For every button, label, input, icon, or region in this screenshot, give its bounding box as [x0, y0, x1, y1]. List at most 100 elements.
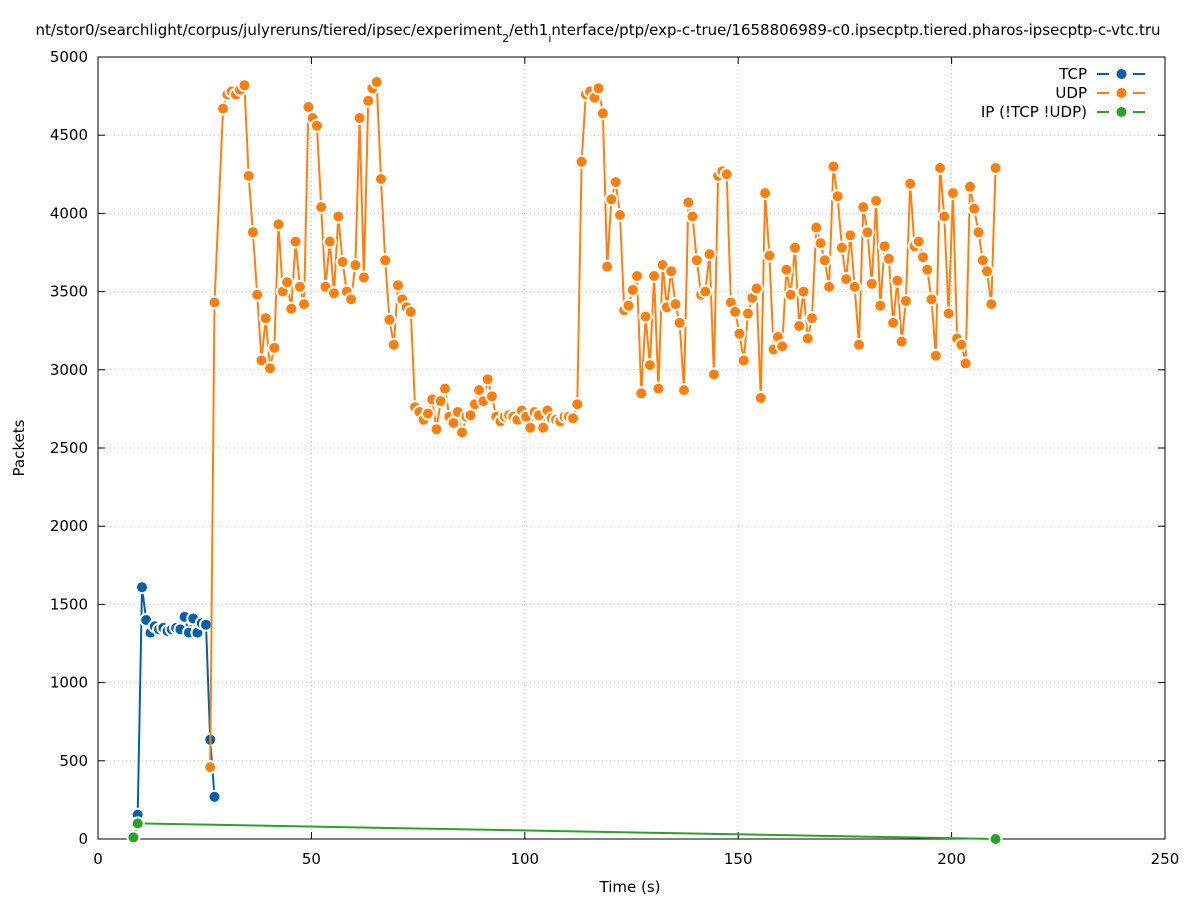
data-point [465, 410, 476, 421]
data-point [777, 341, 788, 352]
data-point [363, 95, 374, 106]
data-point [286, 303, 297, 314]
data-point [282, 277, 293, 288]
data-point [939, 211, 950, 222]
data-point [623, 300, 634, 311]
x-tick-label: 50 [302, 850, 321, 868]
data-point [610, 177, 621, 188]
data-point [632, 271, 642, 281]
data-point [772, 332, 783, 342]
title-part: /eth1 [509, 21, 548, 39]
data-point [935, 163, 946, 173]
legend-label: TCP [1058, 65, 1087, 83]
data-point [329, 288, 339, 299]
data-point [602, 261, 613, 272]
data-point [209, 791, 220, 802]
title-part: 2 [502, 32, 509, 45]
data-point [858, 202, 869, 213]
data-point [572, 399, 583, 410]
data-point [405, 306, 416, 317]
y-tick-label: 2000 [50, 517, 88, 535]
data-point [141, 615, 152, 625]
series-1 [130, 580, 222, 822]
data-point [482, 374, 493, 385]
x-tick-label: 200 [937, 850, 966, 868]
data-point [440, 383, 450, 394]
x-axis-label: Time (s) [599, 878, 661, 896]
y-tick-label: 2500 [50, 439, 88, 457]
data-point [973, 227, 984, 238]
data-point [316, 202, 327, 213]
data-point [819, 255, 830, 266]
data-point [674, 317, 685, 328]
data-point [986, 299, 997, 310]
legend-label: UDP [1055, 84, 1087, 102]
data-point [311, 120, 322, 131]
data-point [525, 422, 536, 433]
data-point [832, 191, 843, 202]
data-point [947, 188, 958, 199]
data-point [892, 275, 903, 286]
data-point [683, 197, 694, 208]
data-point [538, 422, 549, 433]
x-tick-label: 100 [510, 850, 539, 868]
data-point [205, 762, 216, 773]
data-point [269, 342, 280, 353]
y-tick-label: 3000 [50, 361, 88, 379]
data-point [913, 236, 924, 247]
data-point [666, 266, 677, 277]
data-point [201, 619, 211, 630]
y-tick-label: 4500 [50, 126, 88, 144]
data-point [691, 255, 702, 266]
data-point [265, 363, 275, 374]
data-point [273, 219, 284, 230]
data-point [679, 385, 689, 396]
data-point [277, 286, 288, 297]
data-point [615, 210, 625, 220]
data-point [422, 408, 433, 419]
data-point [350, 260, 361, 270]
data-point [781, 264, 792, 275]
data-point [260, 313, 271, 324]
data-point [841, 274, 852, 285]
data-point [218, 103, 229, 114]
data-point [990, 163, 1001, 173]
data-point [132, 818, 143, 829]
data-point [871, 195, 882, 206]
legend-marker [1116, 69, 1127, 79]
data-point [252, 289, 263, 300]
data-point [866, 278, 877, 289]
data-point [760, 188, 771, 199]
y-tick-label: 500 [59, 752, 88, 770]
data-point [960, 358, 971, 369]
data-point [589, 92, 600, 103]
y-axis-label: Packets [10, 419, 28, 476]
data-point [644, 360, 655, 371]
data-point [380, 255, 391, 266]
data-point [670, 299, 681, 310]
data-point [303, 102, 314, 112]
data-point [640, 311, 651, 322]
data-point [798, 286, 809, 297]
data-point [943, 308, 954, 319]
data-point [926, 294, 937, 305]
x-tick-label: 150 [724, 850, 753, 868]
data-point [824, 281, 835, 292]
data-point [324, 236, 335, 247]
data-point [854, 339, 864, 350]
data-point [794, 321, 805, 331]
data-point [576, 156, 587, 167]
data-point [977, 255, 988, 266]
data-point [687, 211, 698, 222]
data-point [875, 300, 886, 311]
y-tick-label: 1500 [50, 595, 88, 613]
data-point [376, 174, 386, 184]
data-point [982, 266, 992, 277]
data-point [725, 297, 736, 308]
data-point [956, 339, 967, 350]
data-point [239, 80, 250, 91]
x-tick-label: 0 [93, 850, 103, 868]
data-point [700, 286, 711, 297]
